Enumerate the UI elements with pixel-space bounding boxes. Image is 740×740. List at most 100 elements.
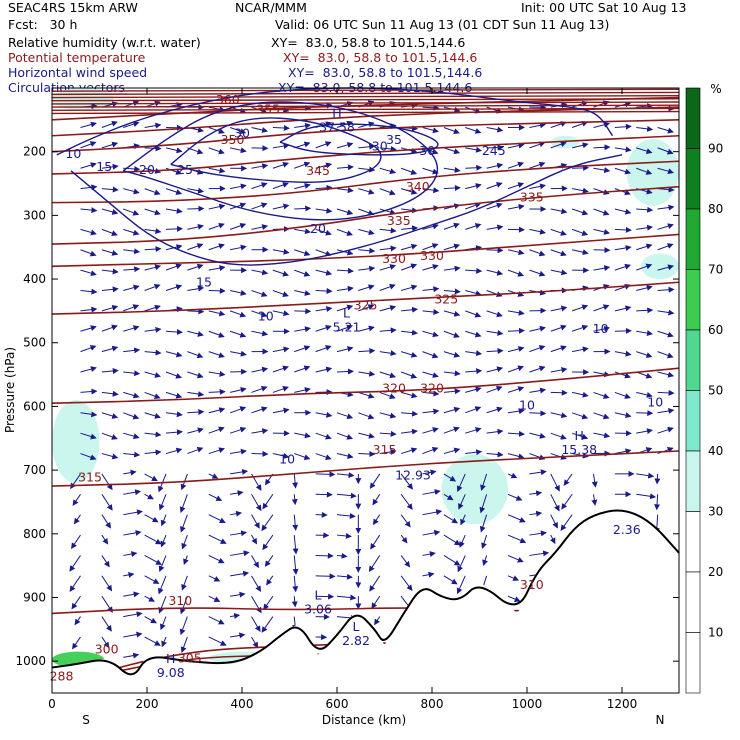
circulation-vector bbox=[336, 228, 353, 236]
circulation-vector bbox=[443, 575, 458, 585]
circulation-vector bbox=[400, 351, 418, 358]
circulation-vector bbox=[465, 146, 482, 153]
circulation-vector bbox=[144, 349, 162, 356]
circulation-vector bbox=[292, 575, 299, 593]
circulation-vector bbox=[230, 612, 241, 619]
circulation-vector bbox=[158, 575, 167, 595]
circulation-vector bbox=[486, 451, 504, 458]
humidity-blob bbox=[641, 253, 679, 280]
circulation-vector bbox=[560, 514, 573, 531]
colorbar-level: 30 bbox=[708, 505, 723, 519]
circulation-vector bbox=[144, 514, 159, 523]
circulation-vector bbox=[208, 167, 226, 174]
circulation-vector bbox=[358, 228, 375, 236]
circulation-vector bbox=[123, 391, 140, 399]
circulation-vector bbox=[459, 534, 466, 548]
circulation-vector bbox=[507, 346, 525, 353]
circulation-vector bbox=[486, 310, 503, 318]
circulation-vector bbox=[101, 141, 119, 149]
circulation-vector bbox=[101, 286, 119, 293]
circulation-vector bbox=[486, 428, 504, 435]
circulation-vector bbox=[165, 429, 183, 436]
circulation-vector bbox=[336, 324, 353, 332]
circulation-vector bbox=[529, 161, 546, 169]
terrain-fill bbox=[52, 508, 679, 693]
circulation-vector bbox=[208, 351, 225, 358]
extremum-value: 2.36 bbox=[613, 522, 641, 537]
circulation-vector bbox=[443, 265, 461, 272]
circulation-vector bbox=[101, 555, 110, 568]
circulation-vector bbox=[379, 208, 397, 215]
circulation-vector bbox=[292, 514, 299, 531]
circulation-vector bbox=[251, 126, 269, 133]
circulation-vector bbox=[456, 473, 466, 492]
circulation-vector bbox=[272, 203, 290, 210]
theta-label: 315 bbox=[373, 442, 397, 457]
circulation-vector bbox=[180, 596, 188, 615]
x-end-label-right: N bbox=[656, 713, 665, 727]
circulation-vector bbox=[144, 228, 162, 235]
circulation-vector bbox=[422, 390, 440, 397]
circulation-vector bbox=[465, 290, 482, 297]
circulation-vector bbox=[160, 616, 167, 631]
theta-contour-335 bbox=[51, 185, 680, 245]
circulation-vector bbox=[465, 202, 482, 210]
circulation-vector bbox=[400, 167, 418, 175]
theta-contour-320 bbox=[51, 367, 680, 405]
circulation-vector bbox=[636, 263, 653, 271]
circulation-vector bbox=[550, 453, 567, 460]
circulation-vector bbox=[593, 247, 611, 254]
circulation-vector bbox=[443, 288, 461, 295]
circulation-vector bbox=[294, 161, 311, 169]
circulation-vector bbox=[358, 208, 375, 216]
circulation-vector bbox=[571, 228, 589, 236]
circulation-vector bbox=[123, 652, 140, 659]
circulation-vector bbox=[636, 391, 653, 398]
circulation-vector bbox=[657, 243, 674, 251]
circulation-vector bbox=[636, 167, 653, 175]
circulation-vector bbox=[400, 284, 418, 291]
circulation-vector bbox=[657, 407, 675, 414]
circulation-vector bbox=[358, 265, 376, 272]
circulation-vector bbox=[572, 346, 589, 353]
circulation-vector bbox=[230, 244, 247, 251]
circulation-vector bbox=[251, 636, 259, 649]
circulation-vector bbox=[208, 265, 226, 272]
circulation-vector bbox=[336, 552, 348, 559]
circulation-vector bbox=[208, 203, 226, 210]
circulation-vector bbox=[69, 575, 81, 592]
circulation-vector bbox=[80, 162, 97, 169]
circulation-vector bbox=[161, 636, 167, 648]
circulation-vector bbox=[550, 412, 568, 419]
theta-contour-upper bbox=[51, 104, 680, 108]
circulation-vector bbox=[144, 371, 162, 378]
theta-contour-330 bbox=[51, 233, 680, 268]
circulation-vector bbox=[507, 575, 520, 581]
circulation-vector bbox=[465, 427, 482, 434]
theta-label: 305 bbox=[178, 650, 202, 665]
theta-contour-upper bbox=[51, 88, 680, 92]
extremum-value: 37.58 bbox=[319, 119, 355, 134]
field-label-rh: Relative humidity (w.r.t. water) bbox=[8, 35, 201, 50]
circulation-vector bbox=[292, 535, 299, 555]
circulation-vector bbox=[336, 267, 354, 274]
circulation-vector bbox=[379, 430, 397, 437]
circulation-vector bbox=[507, 408, 525, 415]
circulation-vector bbox=[123, 611, 143, 618]
circulation-vector bbox=[507, 309, 525, 316]
circulation-vector bbox=[315, 269, 333, 276]
circulation-vector bbox=[422, 371, 439, 378]
circulation-vector bbox=[550, 228, 567, 236]
circulation-vector bbox=[529, 469, 547, 476]
extremum-value: 5.21 bbox=[333, 319, 361, 334]
circulation-vector bbox=[101, 208, 119, 215]
circulation-vector bbox=[550, 432, 567, 440]
circulation-vector bbox=[101, 345, 119, 353]
circulation-vector bbox=[123, 551, 138, 557]
circulation-vector bbox=[529, 387, 547, 394]
circulation-vector bbox=[251, 406, 268, 414]
circulation-vector bbox=[183, 555, 189, 566]
circulation-vector bbox=[294, 326, 311, 333]
theta-contour-upper bbox=[51, 94, 680, 99]
circulation-vector bbox=[80, 207, 98, 214]
